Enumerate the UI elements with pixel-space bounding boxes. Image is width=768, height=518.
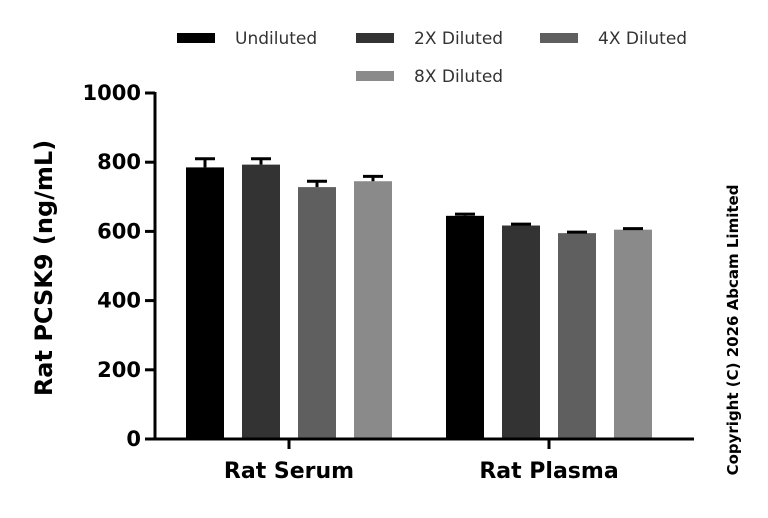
legend-swatch-1 <box>356 33 394 43</box>
y-tick-label-3: 600 <box>97 219 141 243</box>
legend-item-1: 2X Diluted <box>356 29 503 49</box>
bar-0-2 <box>298 187 336 439</box>
legend-swatch-3 <box>356 71 394 81</box>
legend-item-2: 4X Diluted <box>540 29 687 49</box>
error-bars <box>195 157 643 234</box>
bar-1-0 <box>446 215 484 439</box>
y-tick-label-1: 200 <box>97 358 141 382</box>
legend-item-3: 8X Diluted <box>356 67 503 87</box>
legend-label-0: Undiluted <box>235 29 317 49</box>
error-bar-0-1 <box>251 157 271 165</box>
x-tick-label-1: Rat Plasma <box>479 459 618 484</box>
y-tick-label-0: 0 <box>126 427 141 451</box>
bar-0-1 <box>242 164 280 439</box>
bar-0-0 <box>186 167 224 439</box>
legend-swatch-0 <box>177 33 215 43</box>
error-bar-1-0 <box>455 212 475 216</box>
error-bar-0-2 <box>307 179 327 188</box>
legend-label-2: 4X Diluted <box>598 29 687 49</box>
bar-1-3 <box>614 229 652 439</box>
legend: Undiluted 2X Diluted 4X Diluted 8X Diluted <box>177 29 687 87</box>
legend-label-3: 8X Diluted <box>414 67 503 87</box>
error-bar-1-2 <box>567 230 587 234</box>
legend-label-1: 2X Diluted <box>414 29 503 49</box>
legend-item-0: Undiluted <box>177 29 317 49</box>
bar-1-1 <box>502 225 540 439</box>
y-axis-label: Rat PCSK9 (ng/mL) <box>30 140 58 396</box>
bar-1-2 <box>558 233 596 439</box>
error-bar-1-1 <box>511 222 531 226</box>
error-bar-1-3 <box>623 227 643 231</box>
x-tick-label-0: Rat Serum <box>224 459 354 484</box>
bar-0-3 <box>354 181 392 440</box>
legend-swatch-2 <box>540 33 578 43</box>
bars <box>186 164 652 440</box>
error-bar-0-0 <box>195 157 215 168</box>
copyright-notice: Copyright (C) 2026 Abcam Limited <box>724 185 742 476</box>
y-tick-label-5: 1000 <box>83 81 141 105</box>
y-tick-label-4: 800 <box>97 150 141 174</box>
y-tick-label-2: 400 <box>97 289 141 313</box>
error-bar-0-3 <box>363 174 383 182</box>
axes: 0 200 400 600 800 1000 Rat Serum Rat Plasma <box>83 81 694 484</box>
